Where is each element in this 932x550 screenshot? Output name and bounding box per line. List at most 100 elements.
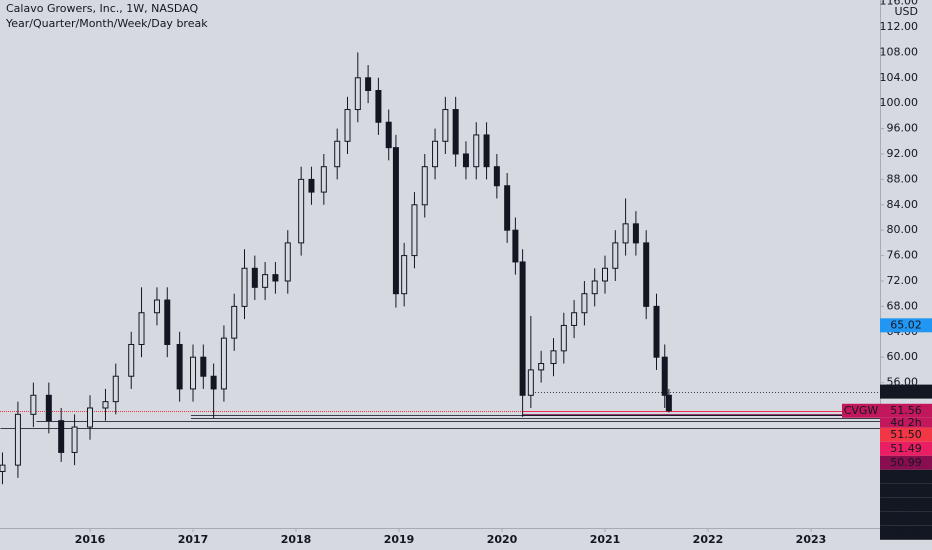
candle-body	[643, 242, 650, 307]
y-tick-label: 104.00	[880, 71, 919, 84]
chart-title: Calavo Growers, Inc., 1W, NASDAQ	[6, 2, 198, 15]
candle-body	[401, 255, 408, 295]
level-label-box	[880, 497, 932, 512]
candle-body	[421, 166, 428, 206]
candle-body	[190, 356, 197, 390]
candle-body	[560, 324, 567, 352]
level-label: 65.02	[890, 318, 922, 331]
candle-body	[45, 394, 52, 422]
y-tick-label: 112.00	[880, 20, 919, 33]
y-tick-label: 92.00	[887, 147, 919, 160]
level-label: 54.58	[890, 385, 922, 398]
candle-body	[452, 109, 459, 155]
level-label-box	[880, 427, 932, 442]
y-tick-label: 88.00	[887, 172, 919, 185]
candle-body	[473, 134, 480, 168]
candle-body	[519, 261, 526, 396]
candle-body	[581, 293, 588, 314]
candle-body	[102, 401, 109, 409]
x-tick-label: 2019	[384, 533, 415, 546]
level-label: 50.96	[890, 484, 922, 497]
candle-body	[30, 394, 37, 415]
y-tick-label: 76.00	[887, 249, 919, 262]
x-tick-label: 2023	[796, 533, 827, 546]
candle-body	[284, 242, 291, 282]
level-label-box	[880, 525, 932, 540]
y-tick-label: 96.00	[887, 122, 919, 135]
candle-body	[164, 299, 171, 345]
y-tick-label: 84.00	[887, 198, 919, 211]
chart-subtitle: Year/Quarter/Month/Week/Day break	[5, 17, 208, 30]
candle-body	[320, 166, 327, 193]
candle-body	[176, 343, 183, 390]
candle-body	[622, 223, 629, 244]
candle-body	[14, 413, 21, 466]
candle-body	[493, 166, 500, 187]
candle-body	[442, 109, 449, 142]
last-price-label: 51.56	[890, 404, 922, 417]
x-tick-label: 2017	[178, 533, 209, 546]
candle-body	[200, 356, 207, 377]
level-label: 50.99	[890, 456, 922, 469]
candle-body	[241, 267, 248, 307]
candle-body	[538, 363, 545, 371]
candle-body	[483, 134, 490, 168]
candle-body	[138, 312, 145, 345]
y-tick-label: 68.00	[887, 299, 919, 312]
candle-body	[385, 121, 392, 149]
candle-body	[262, 274, 269, 288]
candle-body	[527, 369, 534, 396]
candle-body	[87, 407, 94, 428]
level-label: 50.37	[890, 498, 922, 511]
currency: USD	[894, 5, 918, 18]
x-tick-label: 2016	[75, 533, 106, 546]
level-label: 49.91	[890, 512, 922, 525]
level-label: 51.49	[890, 442, 922, 455]
level-label: 51.50	[890, 428, 922, 441]
candle-body	[298, 178, 305, 244]
candle-body	[220, 337, 227, 390]
candle-body	[344, 109, 351, 142]
y-tick-label: 72.00	[887, 274, 919, 287]
y-tick-label: 100.00	[880, 96, 919, 109]
candle-body	[653, 305, 660, 358]
countdown-box	[880, 417, 932, 428]
candle-body	[462, 153, 469, 168]
y-tick-label: 80.00	[887, 223, 919, 236]
x-tick-label: 2021	[590, 533, 621, 546]
candle-body	[251, 267, 258, 288]
candle-body	[365, 77, 372, 91]
level-label-box	[880, 511, 932, 526]
candle-body	[231, 305, 238, 339]
y-tick-label: 108.00	[880, 45, 919, 58]
candle-body	[512, 229, 519, 263]
candle-body	[504, 185, 511, 231]
y-tick-label: 116.00	[880, 0, 919, 8]
candle-body	[354, 77, 361, 111]
candle-body	[571, 312, 578, 326]
candle-body	[661, 356, 668, 396]
candle-body	[0, 464, 6, 472]
candle-body	[392, 147, 399, 295]
candle-body	[432, 140, 439, 168]
level-label-box	[880, 441, 932, 456]
countdown-label: 4d 2h	[890, 416, 921, 429]
candle-body	[128, 343, 135, 377]
level-label-box	[880, 384, 932, 399]
candle-body	[153, 299, 160, 314]
level-label: 48.81	[890, 526, 922, 539]
last-price-label-box	[880, 403, 932, 418]
candle-body	[308, 178, 315, 193]
candle-body	[71, 426, 78, 453]
level-label: 50.97	[890, 470, 922, 483]
candle-body	[602, 267, 608, 282]
symbol-label: CVGW	[844, 404, 879, 417]
symbol-box	[842, 403, 880, 418]
x-tick-label: 2018	[281, 533, 312, 546]
candle-body	[272, 274, 279, 282]
candle-body	[375, 89, 382, 123]
level-label-box	[880, 483, 932, 498]
y-tick-label: 60.00	[887, 350, 919, 363]
